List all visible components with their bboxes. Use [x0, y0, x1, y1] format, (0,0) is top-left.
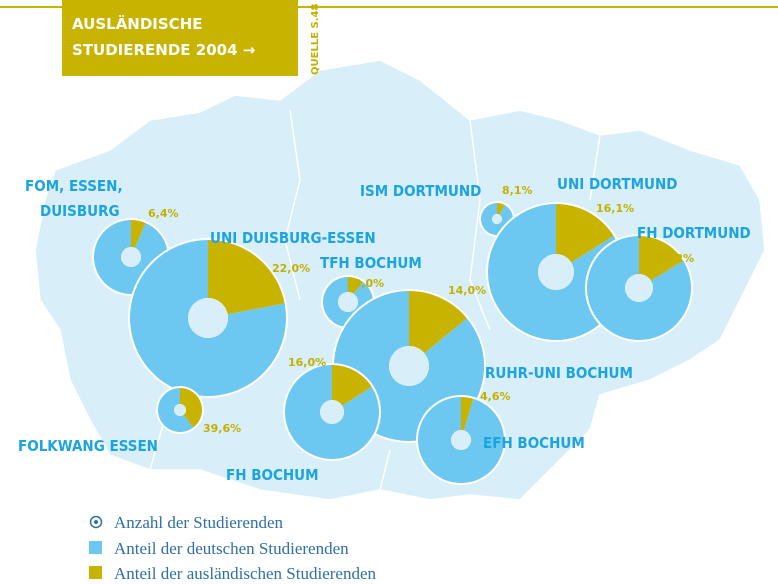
share-label: 16,2%	[656, 252, 694, 265]
donut-hole	[174, 404, 186, 416]
legend-swatch	[89, 566, 102, 579]
german-share	[129, 240, 286, 396]
share-label: 14,0%	[448, 284, 486, 297]
foreign-share	[131, 220, 146, 248]
legend-label: Anteil der ausländischen Studierenden	[114, 564, 377, 583]
institution-label: RUHR-UNI BOCHUM	[485, 364, 633, 382]
institution-label: DUISBURG	[40, 202, 120, 220]
foreign-share	[332, 365, 372, 406]
donut-hole	[320, 400, 344, 424]
donut-hole	[188, 298, 228, 338]
donuts: FOM, ESSEN, DUISBURG 6,4% UNI DUISBURG-ESSE…	[18, 175, 751, 485]
foreign-share	[348, 277, 363, 294]
german-share	[587, 236, 692, 341]
foreign-share	[556, 204, 614, 263]
share-label: 39,6%	[203, 422, 241, 435]
legend-swatch	[89, 515, 103, 529]
legend-swatch	[94, 520, 98, 524]
share-label: 4,6%	[480, 390, 511, 403]
header-title: AUSLÄNDISCHE	[72, 14, 203, 33]
foreign-share	[497, 203, 505, 215]
legend-label: Anteil der deutschen Studierenden	[114, 539, 349, 558]
donut-hole	[389, 346, 429, 386]
foreign-share	[639, 236, 684, 281]
share-label: 10,0%	[346, 277, 384, 290]
foreign-share	[409, 291, 467, 354]
donut-hole	[492, 214, 502, 224]
institution-label: UNI DORTMUND	[557, 175, 677, 193]
german-share	[284, 365, 379, 459]
share-label: 22,0%	[272, 262, 310, 275]
foreign-share	[180, 388, 203, 428]
header-box	[62, 0, 298, 76]
institution-label: UNI DUISBURG-ESSEN	[210, 229, 376, 247]
share-label: 16,0%	[288, 356, 326, 369]
institution-label: FOM, ESSEN,	[25, 177, 123, 195]
institution-label: ISM DORTMUND	[360, 182, 481, 200]
institution-label: FOLKWANG ESSEN	[18, 437, 158, 455]
legend-swatch	[89, 541, 102, 554]
donut-hole	[451, 430, 471, 450]
donut-hole	[338, 292, 358, 312]
foreign-share	[461, 397, 474, 431]
share-label: 6,4%	[148, 207, 179, 220]
institution-label: FH BOCHUM	[226, 466, 319, 484]
share-label: 8,1%	[502, 184, 533, 197]
legend-label: Anzahl der Studierenden	[114, 513, 283, 532]
institution-label: EFH BOCHUM	[483, 434, 585, 452]
institution-label: TFH BOCHUM	[320, 254, 422, 272]
institution-label: FH DORTMUND	[637, 224, 751, 242]
donut-hole	[538, 254, 574, 290]
source-note: QUELLE S.48	[310, 4, 321, 75]
donut-hole	[625, 274, 653, 302]
share-label: 16,1%	[596, 202, 634, 215]
foreign-share	[208, 240, 285, 315]
district-borders	[149, 109, 641, 491]
german-share	[418, 397, 504, 484]
donut-hole	[121, 247, 141, 267]
header-title: STUDIERENDE 2004 →	[72, 41, 255, 59]
german-share	[158, 388, 194, 433]
